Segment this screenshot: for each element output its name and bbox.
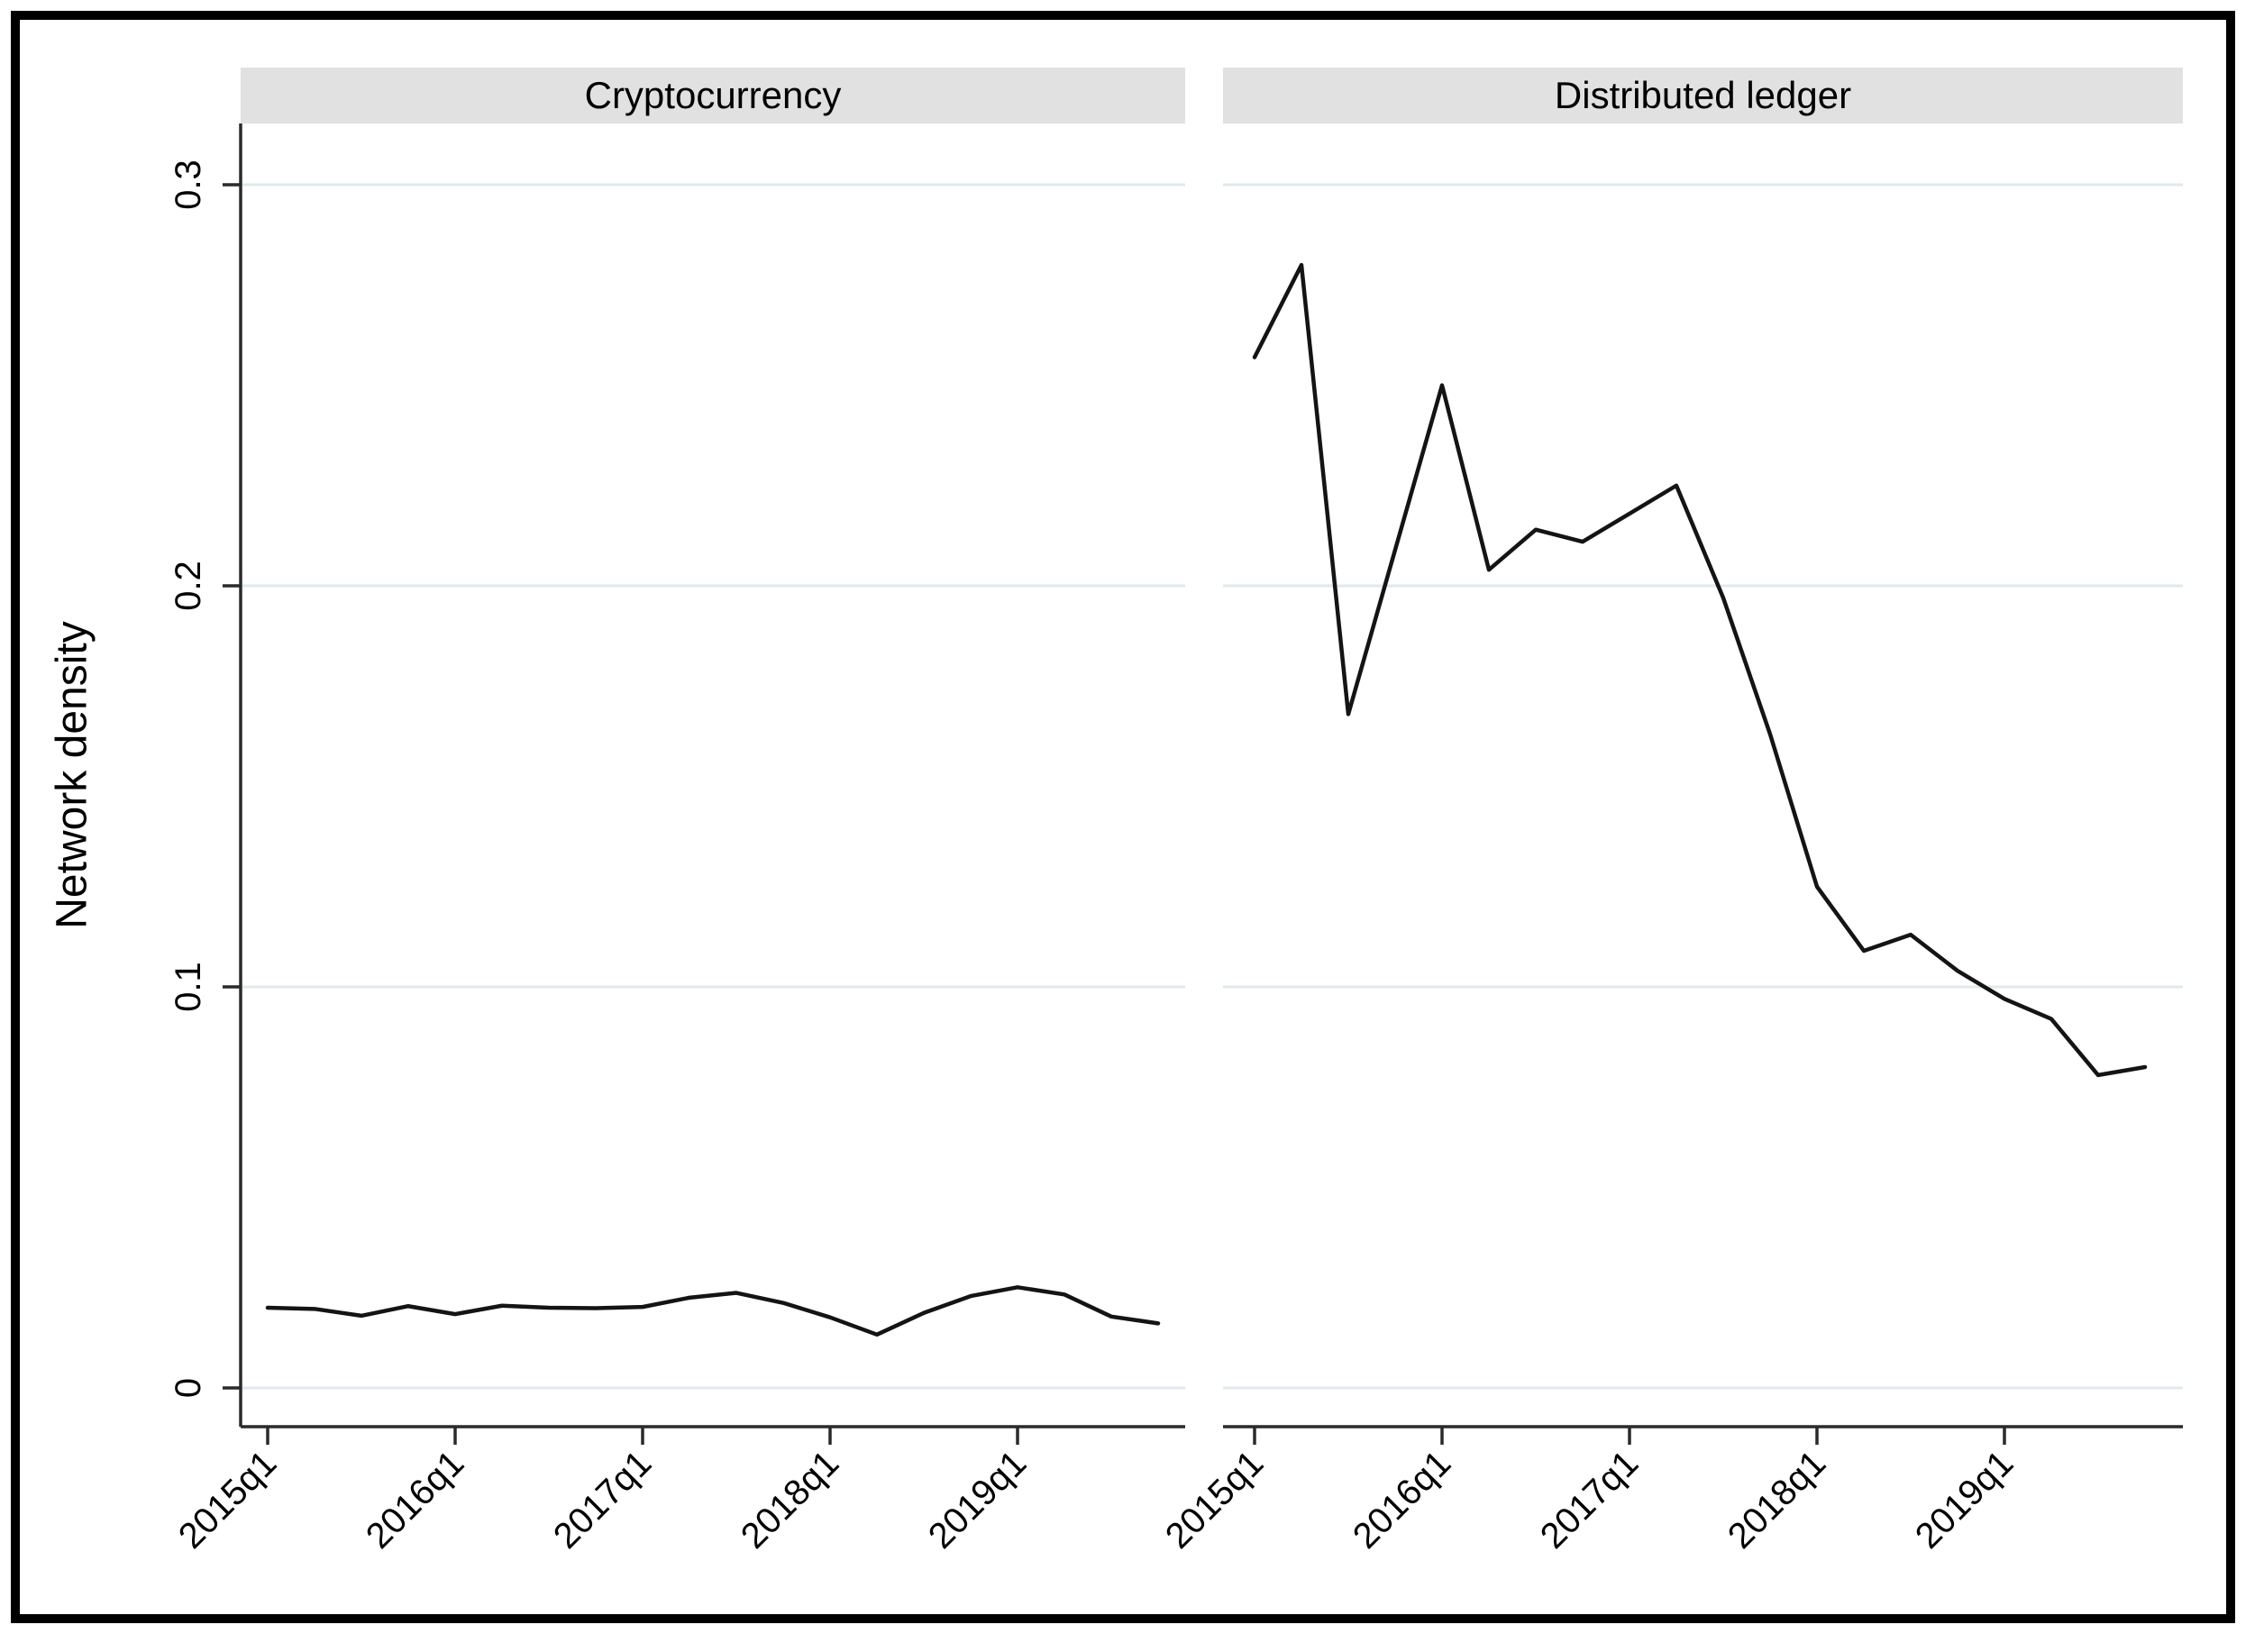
panel-header-cryptocurrency: Cryptocurrency (241, 68, 1185, 123)
panel-title-label: Cryptocurrency (584, 74, 842, 116)
x-tick-label: 2015q1 (171, 1443, 285, 1556)
panel-title-label: Distributed ledger (1554, 74, 1852, 116)
y-tick-label: 0 (169, 1378, 208, 1398)
x-tick-label: 2019q1 (921, 1443, 1035, 1556)
x-tick-label: 2016q1 (359, 1443, 472, 1556)
x-tick-label: 2017q1 (1533, 1443, 1647, 1556)
x-tick-label: 2015q1 (1158, 1443, 1272, 1556)
series-line-cryptocurrency (265, 1285, 1161, 1337)
y-tick-label: 0.3 (169, 160, 208, 210)
panel-header-distributed-ledger: Distributed ledger (1223, 68, 2183, 123)
x-tick-label: 2018q1 (1721, 1443, 1834, 1556)
x-tick-label: 2017q1 (546, 1443, 660, 1556)
x-tick-label: 2019q1 (1908, 1443, 2022, 1556)
series-line-distributed-ledger (1252, 262, 2148, 1078)
x-tick-label: 2018q1 (734, 1443, 847, 1556)
x-tick-label: 2016q1 (1346, 1443, 1459, 1556)
y-tick-label: 0.1 (169, 962, 208, 1012)
y-tick-label: 0.2 (169, 561, 208, 611)
